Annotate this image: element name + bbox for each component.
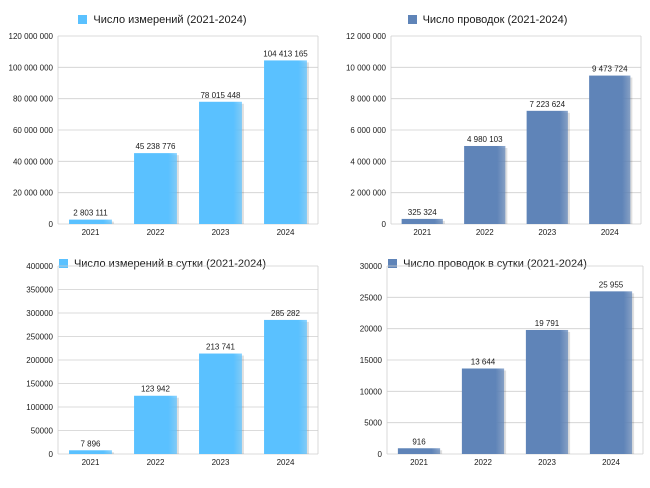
x-tick-label: 2021 bbox=[82, 228, 100, 237]
y-tick-label: 40 000 000 bbox=[13, 157, 54, 166]
y-tick-label: 0 bbox=[49, 450, 54, 459]
chart-legend: Число проводок (2021-2024) bbox=[325, 14, 650, 26]
y-tick-label: 200000 bbox=[26, 356, 53, 365]
y-tick-label: 0 bbox=[382, 220, 387, 229]
chart-legend: Число измерений в сутки (2021-2024) bbox=[0, 258, 325, 270]
chart-panel-postings: Число проводок (2021-2024) 0 2 000 000 4 0… bbox=[325, 0, 650, 244]
bar bbox=[401, 218, 443, 224]
y-tick-label: 80 000 000 bbox=[13, 95, 54, 104]
bar bbox=[199, 353, 242, 454]
data-label: 213 741 bbox=[206, 343, 235, 352]
bar-chart: 0 5000 10000 15000 20000 25000 30000 916 2021 13 … bbox=[360, 262, 644, 467]
y-tick-label: 12 000 000 bbox=[346, 32, 387, 41]
y-tick-label: 250000 bbox=[26, 333, 53, 342]
x-tick-label: 2022 bbox=[476, 228, 494, 237]
chart-legend: Число измерений (2021-2024) bbox=[0, 14, 325, 26]
x-tick-label: 2023 bbox=[212, 228, 230, 237]
x-tick-label: 2021 bbox=[410, 458, 428, 467]
bar bbox=[589, 291, 633, 454]
y-tick-label: 8 000 000 bbox=[350, 95, 386, 104]
bar bbox=[589, 75, 631, 224]
y-tick-label: 10 000 000 bbox=[346, 63, 387, 72]
legend-label: Число измерений (2021-2024) bbox=[93, 14, 247, 26]
bar bbox=[134, 153, 177, 224]
x-tick-label: 2022 bbox=[147, 458, 165, 467]
bar bbox=[461, 368, 505, 454]
y-tick-label: 25000 bbox=[360, 293, 383, 302]
bar bbox=[69, 219, 112, 224]
y-tick-label: 150000 bbox=[26, 380, 53, 389]
legend-label: Число измерений в сутки (2021-2024) bbox=[73, 258, 267, 270]
data-label: 9 473 724 bbox=[592, 65, 628, 74]
y-tick-label: 6 000 000 bbox=[350, 126, 386, 135]
data-label: 13 644 bbox=[471, 357, 496, 366]
bar-chart: 0 50000 100000 150000 200000 250000 300000 3500… bbox=[26, 262, 319, 467]
x-tick-label: 2024 bbox=[601, 228, 619, 237]
y-tick-label: 60 000 000 bbox=[13, 126, 54, 135]
y-tick-label: 20000 bbox=[360, 325, 383, 334]
x-tick-label: 2024 bbox=[602, 458, 620, 467]
bar bbox=[199, 101, 242, 224]
legend-label: Число проводок (2021-2024) bbox=[422, 14, 568, 26]
bar bbox=[134, 395, 177, 454]
data-label: 25 955 bbox=[599, 280, 624, 289]
y-tick-label: 100000 bbox=[26, 403, 53, 412]
legend-swatch bbox=[388, 259, 398, 268]
chart-panel-measurements-per-day: Число измерений в сутки (2021-2024) 0 500… bbox=[0, 244, 325, 488]
y-tick-label: 30000 bbox=[360, 262, 383, 271]
x-tick-label: 2021 bbox=[82, 458, 100, 467]
bar bbox=[264, 60, 307, 225]
data-label: 123 942 bbox=[141, 385, 170, 394]
data-label: 325 324 bbox=[408, 208, 437, 217]
legend-label: Число проводок в сутки (2021-2024) bbox=[403, 258, 587, 270]
y-tick-label: 15000 bbox=[360, 356, 383, 365]
data-label: 2 803 111 bbox=[73, 209, 108, 218]
x-tick-label: 2023 bbox=[212, 458, 230, 467]
chart-panel-measurements: Число измерений (2021-2024) 0 20 000 000 4… bbox=[0, 0, 325, 244]
y-tick-label: 300000 bbox=[26, 309, 53, 318]
x-tick-label: 2022 bbox=[474, 458, 492, 467]
y-tick-label: 10000 bbox=[360, 387, 383, 396]
data-label: 78 015 448 bbox=[200, 91, 241, 100]
data-label: 285 282 bbox=[271, 309, 300, 318]
y-tick-label: 5000 bbox=[364, 419, 382, 428]
bar bbox=[264, 319, 307, 454]
bar bbox=[525, 329, 569, 454]
x-tick-label: 2024 bbox=[277, 458, 295, 467]
y-tick-label: 50000 bbox=[31, 427, 54, 436]
data-label: 4 980 103 bbox=[467, 135, 503, 144]
bar bbox=[464, 145, 506, 224]
y-tick-label: 350000 bbox=[26, 286, 53, 295]
y-tick-label: 0 bbox=[49, 220, 54, 229]
y-tick-label: 20 000 000 bbox=[13, 189, 54, 198]
bar bbox=[69, 450, 112, 454]
y-tick-label: 2 000 000 bbox=[350, 189, 386, 198]
chart-panel-postings-per-day: Число проводок в сутки (2021-2024) 0 5000… bbox=[325, 244, 650, 488]
bar-chart: 0 20 000 000 40 000 000 60 000 000 80 000 00… bbox=[9, 32, 319, 237]
x-tick-label: 2022 bbox=[147, 228, 165, 237]
y-tick-label: 400000 bbox=[26, 262, 53, 271]
bar bbox=[397, 448, 441, 454]
data-label: 45 238 776 bbox=[135, 142, 176, 151]
chart-legend: Число проводок в сутки (2021-2024) bbox=[325, 258, 650, 270]
data-label: 916 bbox=[412, 437, 426, 446]
data-label: 7 223 624 bbox=[529, 100, 565, 109]
legend-swatch bbox=[78, 15, 88, 24]
data-label: 19 791 bbox=[535, 319, 560, 328]
y-tick-label: 100 000 000 bbox=[9, 63, 54, 72]
bar-chart: 0 2 000 000 4 000 000 6 000 000 8 000 000 10 … bbox=[346, 32, 642, 237]
bar bbox=[526, 110, 568, 224]
x-tick-label: 2023 bbox=[538, 458, 556, 467]
data-label: 7 896 bbox=[80, 439, 101, 448]
legend-swatch bbox=[407, 15, 417, 24]
y-tick-label: 0 bbox=[378, 450, 383, 459]
x-tick-label: 2024 bbox=[277, 228, 295, 237]
x-tick-label: 2023 bbox=[538, 228, 556, 237]
x-tick-label: 2021 bbox=[413, 228, 431, 237]
y-tick-label: 4 000 000 bbox=[350, 157, 386, 166]
data-label: 104 413 165 bbox=[263, 49, 308, 58]
legend-swatch bbox=[58, 259, 68, 268]
y-tick-label: 120 000 000 bbox=[9, 32, 54, 41]
